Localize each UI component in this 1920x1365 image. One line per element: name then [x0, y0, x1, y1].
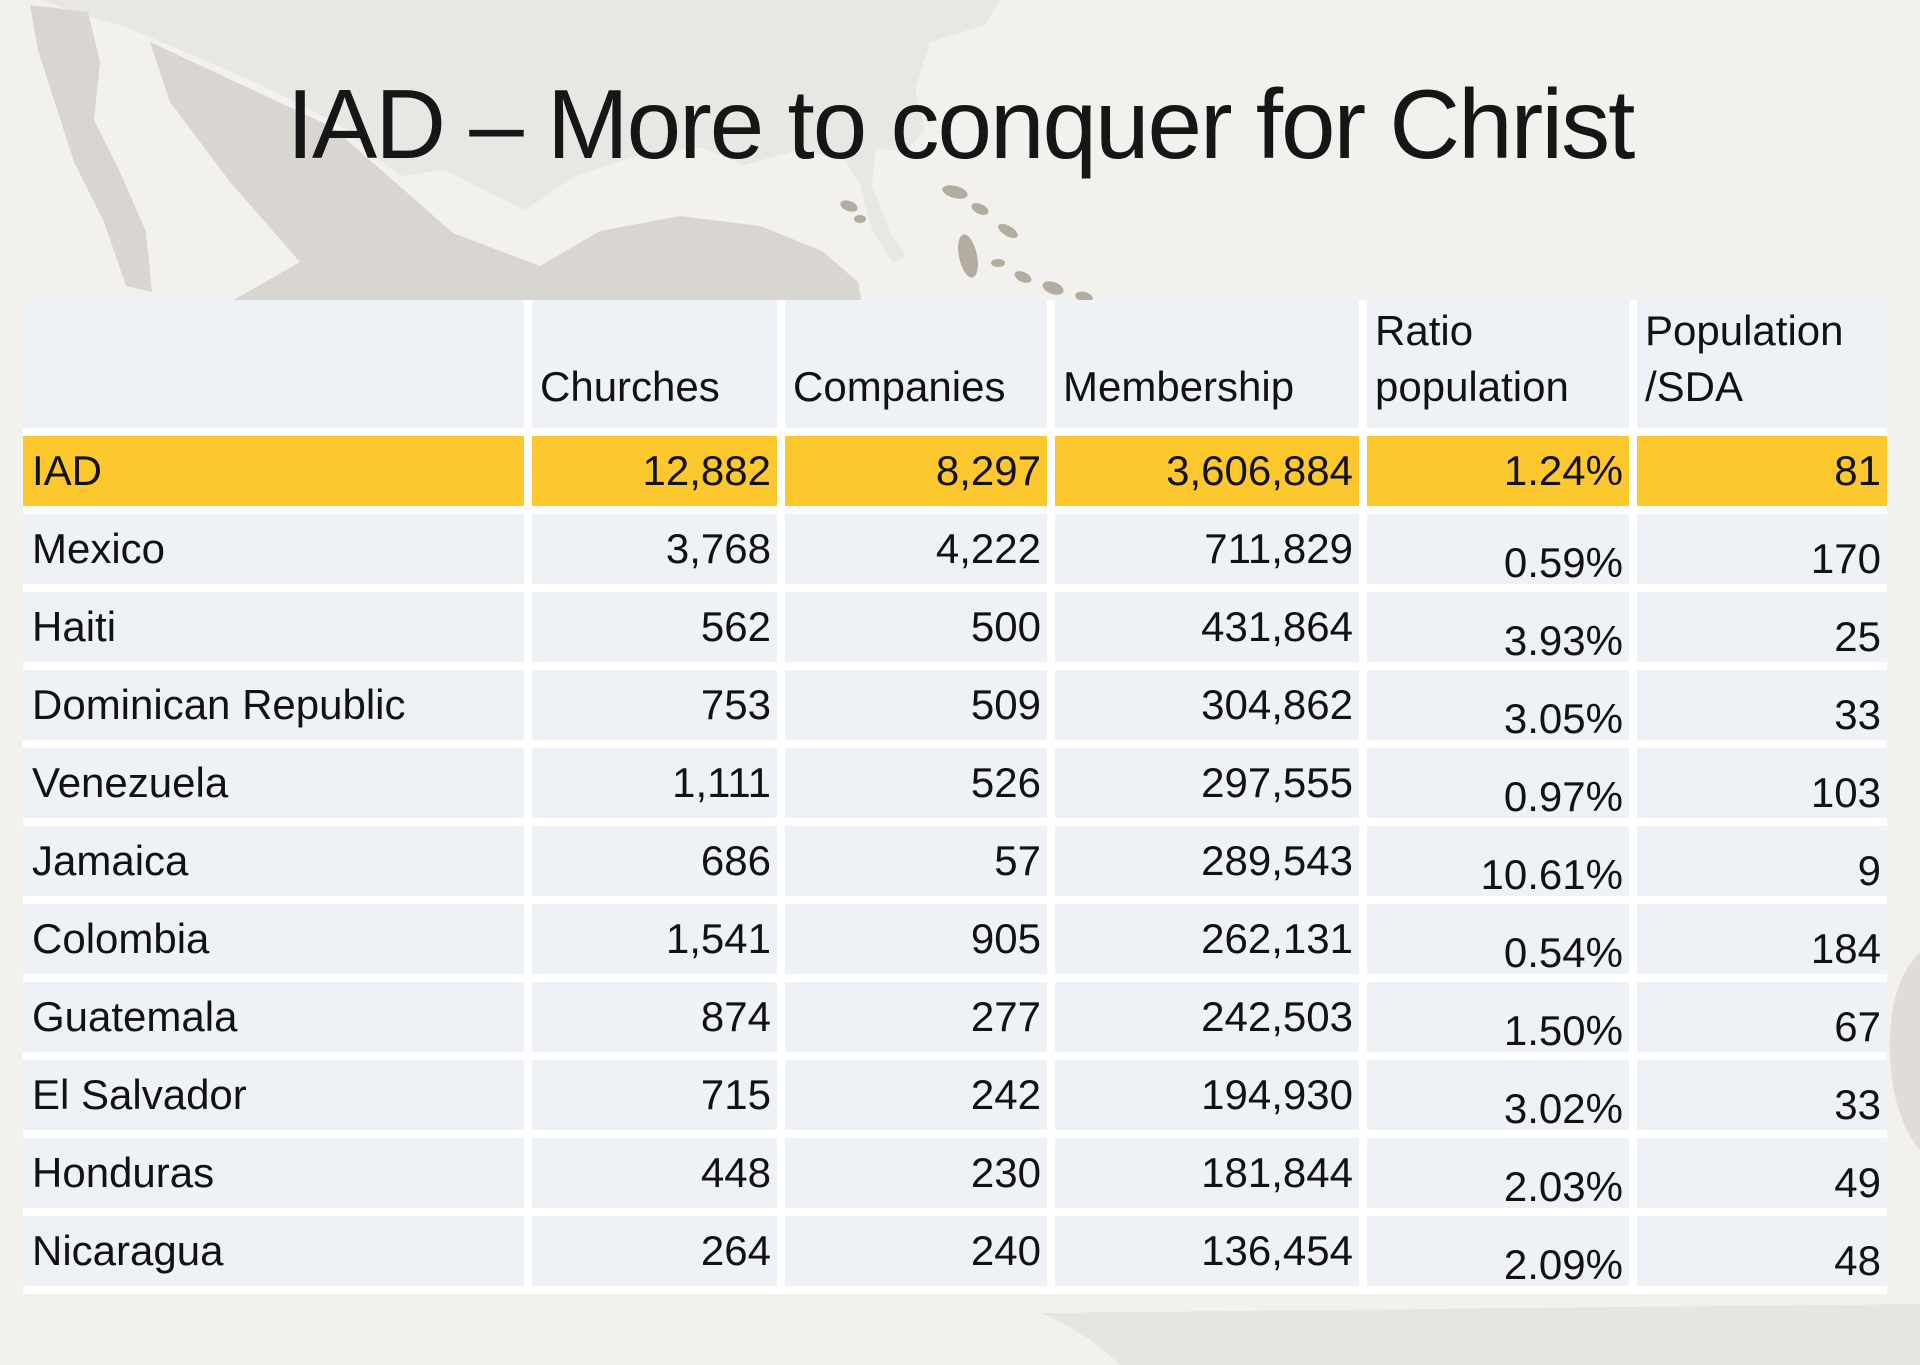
population-per-sda-cell: 25	[1637, 592, 1887, 662]
churches-cell: 3,768	[532, 514, 777, 584]
map-mexico-shape	[150, 42, 862, 305]
membership-cell: 711,829	[1055, 514, 1359, 584]
map-us-shape	[40, 0, 1000, 263]
companies-cell: 8,297	[785, 436, 1047, 506]
churches-cell: 874	[532, 982, 777, 1052]
ratio-cell: 3.93%	[1367, 592, 1629, 662]
ratio-cell: 3.02%	[1367, 1060, 1629, 1130]
header-cell-companies-cell: Companies	[785, 300, 1047, 428]
ratio-cell: 0.59%	[1367, 514, 1629, 584]
slide-title: IAD – More to conquer for Christ	[286, 69, 1636, 179]
churches-cell: 1,111	[532, 748, 777, 818]
header-cell-churches-cell: Churches	[532, 300, 777, 428]
population-per-sda-cell: 33	[1637, 670, 1887, 740]
header-cell-country-cell	[23, 300, 524, 428]
country-cell: Jamaica	[23, 826, 524, 896]
companies-cell: 509	[785, 670, 1047, 740]
ratio-cell: 1.24%	[1367, 436, 1629, 506]
population-per-sda-cell: 170	[1637, 514, 1887, 584]
map-baja-shape	[30, 5, 152, 292]
population-per-sda-cell: 49	[1637, 1138, 1887, 1208]
companies-cell: 57	[785, 826, 1047, 896]
ratio-cell: 1.50%	[1367, 982, 1629, 1052]
country-cell: Venezuela	[23, 748, 524, 818]
map-right-edge-shape	[1889, 952, 1920, 1150]
churches-cell: 562	[532, 592, 777, 662]
companies-cell: 242	[785, 1060, 1047, 1130]
membership-cell: 297,555	[1055, 748, 1359, 818]
membership-cell: 136,454	[1055, 1216, 1359, 1286]
header-cell-membership-cell: Membership	[1055, 300, 1359, 428]
country-cell: El Salvador	[23, 1060, 524, 1130]
ratio-cell: 2.09%	[1367, 1216, 1629, 1286]
churches-cell: 715	[532, 1060, 777, 1130]
companies-cell: 526	[785, 748, 1047, 818]
companies-cell: 230	[785, 1138, 1047, 1208]
population-per-sda-cell: 184	[1637, 904, 1887, 974]
companies-cell: 500	[785, 592, 1047, 662]
population-per-sda-cell: 33	[1637, 1060, 1887, 1130]
churches-cell: 448	[532, 1138, 777, 1208]
country-cell: Colombia	[23, 904, 524, 974]
ratio-cell: 2.03%	[1367, 1138, 1629, 1208]
churches-cell: 686	[532, 826, 777, 896]
header-cell-population-per-sda-cell: Population /SDA	[1637, 300, 1887, 428]
country-cell: Nicaragua	[23, 1216, 524, 1286]
ratio-cell: 3.05%	[1367, 670, 1629, 740]
churches-cell: 1,541	[532, 904, 777, 974]
membership-cell: 289,543	[1055, 826, 1359, 896]
membership-cell: 181,844	[1055, 1138, 1359, 1208]
population-per-sda-cell: 9	[1637, 826, 1887, 896]
population-per-sda-cell: 67	[1637, 982, 1887, 1052]
country-cell: Dominican Republic	[23, 670, 524, 740]
country-cell: Haiti	[23, 592, 524, 662]
churches-cell: 753	[532, 670, 777, 740]
membership-cell: 3,606,884	[1055, 436, 1359, 506]
population-per-sda-cell: 48	[1637, 1216, 1887, 1286]
country-cell: IAD	[23, 436, 524, 506]
churches-cell: 264	[532, 1216, 777, 1286]
country-cell: Mexico	[23, 514, 524, 584]
companies-cell: 905	[785, 904, 1047, 974]
statistics-table: Churches Companies Membership Ratio populat…	[23, 300, 1887, 1294]
churches-cell: 12,882	[532, 436, 777, 506]
membership-cell: 431,864	[1055, 592, 1359, 662]
companies-cell: 277	[785, 982, 1047, 1052]
population-per-sda-cell: 103	[1637, 748, 1887, 818]
map-south-america-shape	[1040, 1304, 1920, 1365]
membership-cell: 194,930	[1055, 1060, 1359, 1130]
ratio-cell: 0.97%	[1367, 748, 1629, 818]
membership-cell: 262,131	[1055, 904, 1359, 974]
membership-cell: 242,503	[1055, 982, 1359, 1052]
membership-cell: 304,862	[1055, 670, 1359, 740]
population-per-sda-cell: 81	[1637, 436, 1887, 506]
country-cell: Honduras	[23, 1138, 524, 1208]
ratio-cell: 0.54%	[1367, 904, 1629, 974]
map-islands	[840, 185, 1093, 303]
companies-cell: 4,222	[785, 514, 1047, 584]
ratio-cell: 10.61%	[1367, 826, 1629, 896]
companies-cell: 240	[785, 1216, 1047, 1286]
country-cell: Guatemala	[23, 982, 524, 1052]
header-cell-ratio-cell: Ratio population	[1367, 300, 1629, 428]
